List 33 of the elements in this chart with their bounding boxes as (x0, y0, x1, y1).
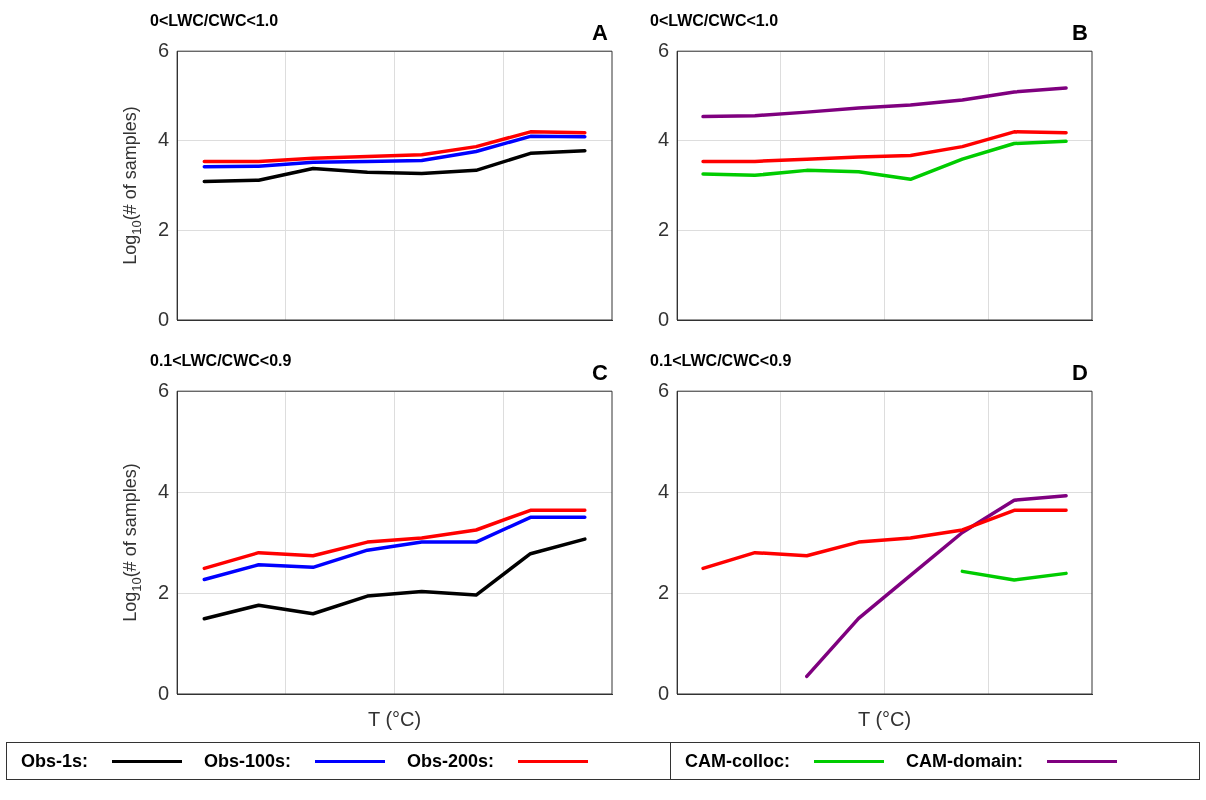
x-axis-title: T (°C) (857, 707, 912, 730)
legend-label: CAM-colloc: (685, 750, 790, 772)
y-tick-label: 2 (158, 580, 170, 603)
y-tick-label: 4 (658, 128, 670, 151)
x-axis-title: T (°C) (367, 707, 422, 730)
y-tick-label: 2 (658, 217, 670, 240)
y-axis-title: Log10(# of samples) (120, 463, 144, 622)
y-tick-label: 2 (658, 580, 670, 603)
y-tick-label: 0 (658, 307, 670, 330)
y-tick-label: 4 (158, 128, 170, 151)
y-tick-label: 6 (658, 378, 670, 401)
y-tick-label: 4 (158, 479, 170, 502)
y-tick-label: 0 (158, 307, 170, 330)
y-tick-label: 6 (158, 378, 170, 401)
chart-title: 0<LWC/CWC<1.0 (150, 12, 279, 30)
y-tick-label: 0 (658, 681, 670, 704)
y-tick-label: 0 (158, 681, 170, 704)
y-axis-title: Log10(# of samples) (120, 106, 144, 265)
text: D (1072, 360, 1088, 386)
y-tick-label: 6 (658, 38, 670, 61)
chart-title: 0.1<LWC/CWC<0.9 (150, 352, 292, 370)
legend-label: CAM-domain: (906, 750, 1023, 772)
text: C (592, 360, 609, 386)
legend-label: Obs-100s: (204, 750, 292, 772)
text: B (1072, 20, 1088, 46)
chart-title: 0<LWC/CWC<1.0 (650, 12, 779, 30)
legend-label: Obs-200s: (407, 750, 495, 772)
chart-title: 0.1<LWC/CWC<0.9 (650, 352, 792, 370)
y-tick-label: 6 (158, 38, 170, 61)
legend-label: Obs-1s: (21, 750, 89, 772)
y-tick-label: 4 (658, 479, 670, 502)
text: A (592, 20, 609, 46)
y-tick-label: 2 (158, 217, 170, 240)
